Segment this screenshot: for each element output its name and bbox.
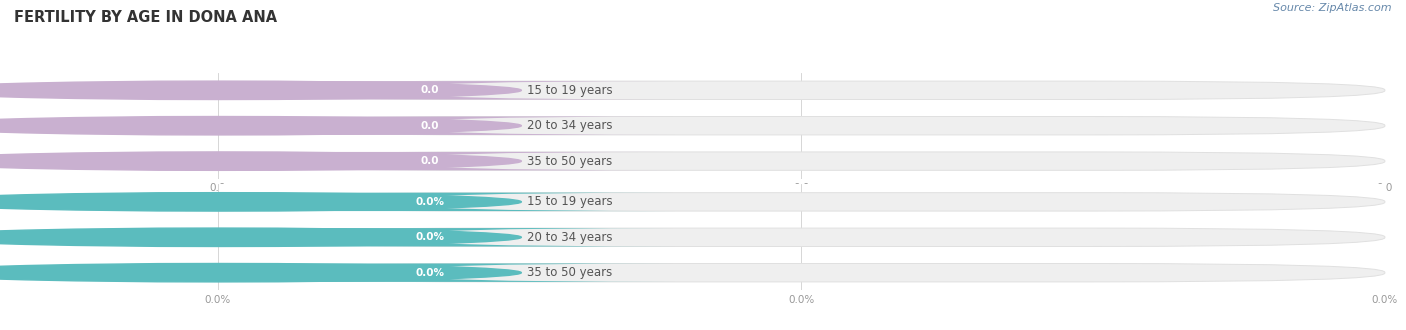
FancyBboxPatch shape xyxy=(184,152,675,170)
Circle shape xyxy=(0,81,522,100)
Text: 0.0: 0.0 xyxy=(420,156,439,166)
FancyBboxPatch shape xyxy=(184,81,675,100)
Text: FERTILITY BY AGE IN DONA ANA: FERTILITY BY AGE IN DONA ANA xyxy=(14,10,277,25)
FancyBboxPatch shape xyxy=(184,116,675,135)
Text: 35 to 50 years: 35 to 50 years xyxy=(527,266,613,279)
FancyBboxPatch shape xyxy=(184,263,675,282)
Text: 35 to 50 years: 35 to 50 years xyxy=(527,155,613,168)
Text: 20 to 34 years: 20 to 34 years xyxy=(527,119,613,132)
FancyBboxPatch shape xyxy=(218,193,1385,211)
FancyBboxPatch shape xyxy=(218,152,1385,170)
Circle shape xyxy=(0,228,522,247)
Text: 0.0%: 0.0% xyxy=(415,197,444,207)
Circle shape xyxy=(0,116,522,135)
Text: 15 to 19 years: 15 to 19 years xyxy=(527,84,613,97)
Text: 0.0%: 0.0% xyxy=(415,268,444,278)
Circle shape xyxy=(0,193,522,211)
FancyBboxPatch shape xyxy=(218,116,1385,135)
Circle shape xyxy=(0,263,522,282)
FancyBboxPatch shape xyxy=(184,193,675,211)
FancyBboxPatch shape xyxy=(184,228,675,247)
Text: 15 to 19 years: 15 to 19 years xyxy=(527,195,613,208)
Circle shape xyxy=(0,152,522,170)
FancyBboxPatch shape xyxy=(218,81,1385,100)
Text: 0.0%: 0.0% xyxy=(415,232,444,242)
Text: 20 to 34 years: 20 to 34 years xyxy=(527,231,613,244)
FancyBboxPatch shape xyxy=(218,228,1385,247)
Text: 0.0: 0.0 xyxy=(420,121,439,131)
Text: 0.0: 0.0 xyxy=(420,85,439,95)
Text: Source: ZipAtlas.com: Source: ZipAtlas.com xyxy=(1274,3,1392,13)
FancyBboxPatch shape xyxy=(218,263,1385,282)
